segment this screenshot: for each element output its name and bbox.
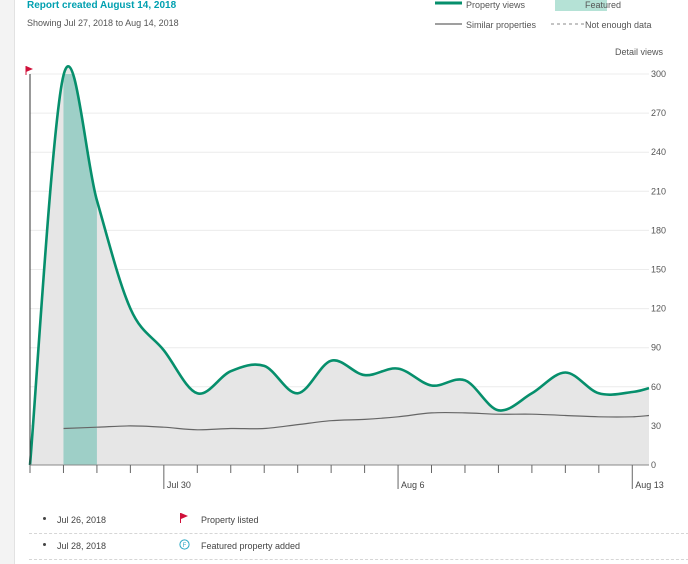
- legend-similar-label: Similar properties: [466, 20, 537, 30]
- y-tick-label: 150: [651, 265, 666, 275]
- y-tick-label: 60: [651, 382, 661, 392]
- flag-icon: [179, 513, 189, 525]
- x-tick-label: Aug 13: [635, 480, 664, 490]
- y-tick-label: 90: [651, 343, 661, 353]
- report-title: Report created August 14, 2018: [27, 0, 177, 11]
- event-date: Jul 28, 2018: [57, 541, 107, 551]
- flag-icon: [26, 66, 33, 72]
- y-tick-label: 0: [651, 460, 656, 470]
- views-area: [30, 66, 649, 465]
- event-row-listed: Jul 26, 2018 Property listed: [29, 508, 688, 534]
- event-date: Jul 26, 2018: [57, 515, 107, 525]
- event-label: Property listed: [201, 515, 259, 525]
- event-label: Featured property added: [201, 541, 301, 551]
- y-tick-label: 180: [651, 225, 666, 235]
- bullet: [43, 517, 46, 520]
- y-tick-label: 300: [651, 69, 666, 79]
- legend-similar-swatch: [435, 23, 462, 25]
- featured-band: [63, 74, 97, 465]
- y-tick-label: 120: [651, 304, 666, 314]
- y-tick-label: 210: [651, 186, 666, 196]
- legend-not-enough-label: Not enough data: [585, 20, 652, 30]
- legend-featured-swatch: [555, 0, 607, 11]
- featured-icon: F: [179, 539, 190, 552]
- similar-line: [63, 411, 650, 431]
- bullet: [43, 543, 46, 546]
- legend-featured-label: Featured: [585, 0, 622, 10]
- views-line: [28, 65, 650, 466]
- y-tick-label: 240: [651, 147, 666, 157]
- chart-legend: Property views Featured Similar properti…: [15, 0, 688, 40]
- event-row-featured: Jul 28, 2018 F Featured property added: [29, 534, 688, 560]
- report-card: Report created August 14, 2018 Showing J…: [14, 0, 688, 564]
- legend-views-swatch: [435, 1, 462, 5]
- legend-views-label: Property views: [466, 0, 526, 10]
- event-list: Jul 26, 2018 Property listed Jul 28, 201…: [29, 508, 688, 560]
- x-tick-label: Jul 30: [167, 480, 191, 490]
- date-range-text: Showing Jul 27, 2018 to Aug 14, 2018: [27, 18, 179, 28]
- views-chart: Jul 30 Aug 6 Aug 13 0 30 60 90 120 150 180 210 240 2…: [25, 65, 666, 490]
- y-axis-title: Detail views: [614, 47, 663, 57]
- y-tick-label: 30: [651, 421, 661, 431]
- svg-text:F: F: [183, 543, 187, 549]
- x-tick-label: Aug 6: [401, 480, 425, 490]
- y-tick-label: 270: [651, 108, 666, 118]
